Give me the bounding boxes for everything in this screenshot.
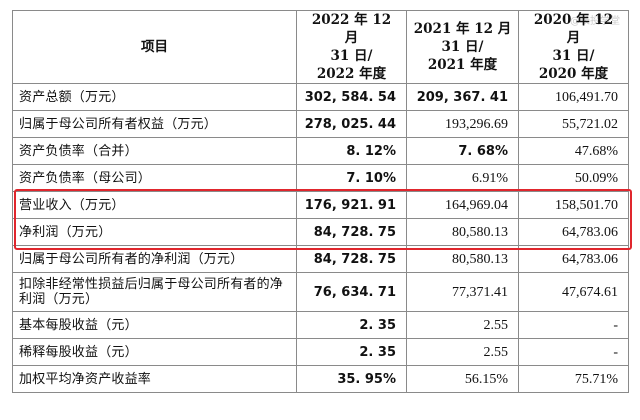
header-2022: 2022 年 12 月 31 日/ 2022 年度 [296, 10, 407, 84]
value-2020: 64,783.06 [518, 245, 629, 273]
table-row: 扣除非经常性损益后归属于母公司所有者的净利润（万元） 76, 634. 71 7… [12, 272, 629, 312]
header-item-label: 项目 [141, 39, 168, 55]
value-2022: 302, 584. 54 [296, 83, 407, 111]
table-row-highlighted: 归属于母公司所有者的净利润（万元） 84, 728. 75 80,580.13 … [12, 245, 629, 273]
value-2020: - [518, 311, 629, 339]
header-2020: 2020 年 12 月 31 日/ 2020 年度 [518, 10, 629, 84]
row-label: 资产总额（万元） [12, 83, 297, 111]
value-2022: 278, 025. 44 [296, 110, 407, 138]
row-label: 归属于母公司所有者权益（万元） [12, 110, 297, 138]
value-2022: 84, 728. 75 [296, 218, 407, 246]
table-row: 基本每股收益（元） 2. 35 2.55 - [12, 311, 629, 339]
financial-indicators-table: 项目 2022 年 12 月 31 日/ 2022 年度 2021 年 12 月… [12, 10, 629, 393]
table-row-highlighted: 净利润（万元） 84, 728. 75 80,580.13 64,783.06 [12, 218, 629, 246]
header-2021: 2021 年 12 月 31 日/ 2021 年度 [406, 10, 519, 84]
value-2020: 106,491.70 [518, 83, 629, 111]
value-2022: 35. 95% [296, 365, 407, 393]
table-header-row: 项目 2022 年 12 月 31 日/ 2022 年度 2021 年 12 月… [12, 10, 629, 84]
value-2021: 2.55 [406, 311, 519, 339]
value-2020: 75.71% [518, 365, 629, 393]
table-row: 资产负债率（合并） 8. 12% 7. 68% 47.68% [12, 137, 629, 165]
value-2021: 80,580.13 [406, 218, 519, 246]
header-2021-line1: 2021 年 12 月 [413, 21, 512, 37]
value-2021: 209, 367. 41 [406, 83, 519, 111]
header-2020-line3: 2020 年度 [538, 66, 609, 82]
row-label: 基本每股收益（元） [12, 311, 297, 339]
header-2021-line3: 2021 年度 [427, 57, 498, 73]
value-2020: 47.68% [518, 137, 629, 165]
value-2021: 80,580.13 [406, 245, 519, 273]
value-2020: - [518, 338, 629, 366]
header-2021-line2: 31 日/ [441, 39, 484, 55]
row-label: 资产负债率（合并） [12, 137, 297, 165]
header-2022-line2: 31 日/ [330, 48, 373, 64]
row-label: 营业收入（万元） [12, 191, 297, 219]
value-2021: 193,296.69 [406, 110, 519, 138]
value-2020: 158,501.70 [518, 191, 629, 219]
header-2022-line1: 2022 年 12 月 [311, 12, 392, 46]
header-2020-line1: 2020 年 12 月 [533, 12, 614, 46]
row-label: 资产负债率（母公司） [12, 164, 297, 192]
value-2022: 84, 728. 75 [296, 245, 407, 273]
table-row-highlighted: 营业收入（万元） 176, 921. 91 164,969.04 158,501… [12, 191, 629, 219]
value-2022: 7. 10% [296, 164, 407, 192]
table-row: 资产总额（万元） 302, 584. 54 209, 367. 41 106,4… [12, 83, 629, 111]
value-2020: 64,783.06 [518, 218, 629, 246]
table-row: 资产负债率（母公司） 7. 10% 6.91% 50.09% [12, 164, 629, 192]
value-2020: 47,674.61 [518, 272, 629, 312]
value-2020: 55,721.02 [518, 110, 629, 138]
row-label: 扣除非经常性损益后归属于母公司所有者的净利润（万元） [12, 272, 297, 312]
value-2022: 2. 35 [296, 338, 407, 366]
value-2022: 2. 35 [296, 311, 407, 339]
value-2021: 164,969.04 [406, 191, 519, 219]
table-row: 归属于母公司所有者权益（万元） 278, 025. 44 193,296.69 … [12, 110, 629, 138]
row-label: 加权平均净资产收益率 [12, 365, 297, 393]
row-label: 归属于母公司所有者的净利润（万元） [12, 245, 297, 273]
value-2022: 176, 921. 91 [296, 191, 407, 219]
header-2022-line3: 2022 年度 [316, 66, 387, 82]
value-2021: 6.91% [406, 164, 519, 192]
table-row: 稀释每股收益（元） 2. 35 2.55 - [12, 338, 629, 366]
value-2021: 2.55 [406, 338, 519, 366]
value-2021: 77,371.41 [406, 272, 519, 312]
header-2020-line2: 31 日/ [552, 48, 595, 64]
table-row: 加权平均净资产收益率 35. 95% 56.15% 75.71% [12, 365, 629, 393]
value-2021: 7. 68% [406, 137, 519, 165]
value-2021: 56.15% [406, 365, 519, 393]
row-label: 稀释每股收益（元） [12, 338, 297, 366]
value-2022: 76, 634. 71 [296, 272, 407, 312]
value-2022: 8. 12% [296, 137, 407, 165]
value-2020: 50.09% [518, 164, 629, 192]
header-item: 项目 [12, 10, 297, 84]
row-label: 净利润（万元） [12, 218, 297, 246]
